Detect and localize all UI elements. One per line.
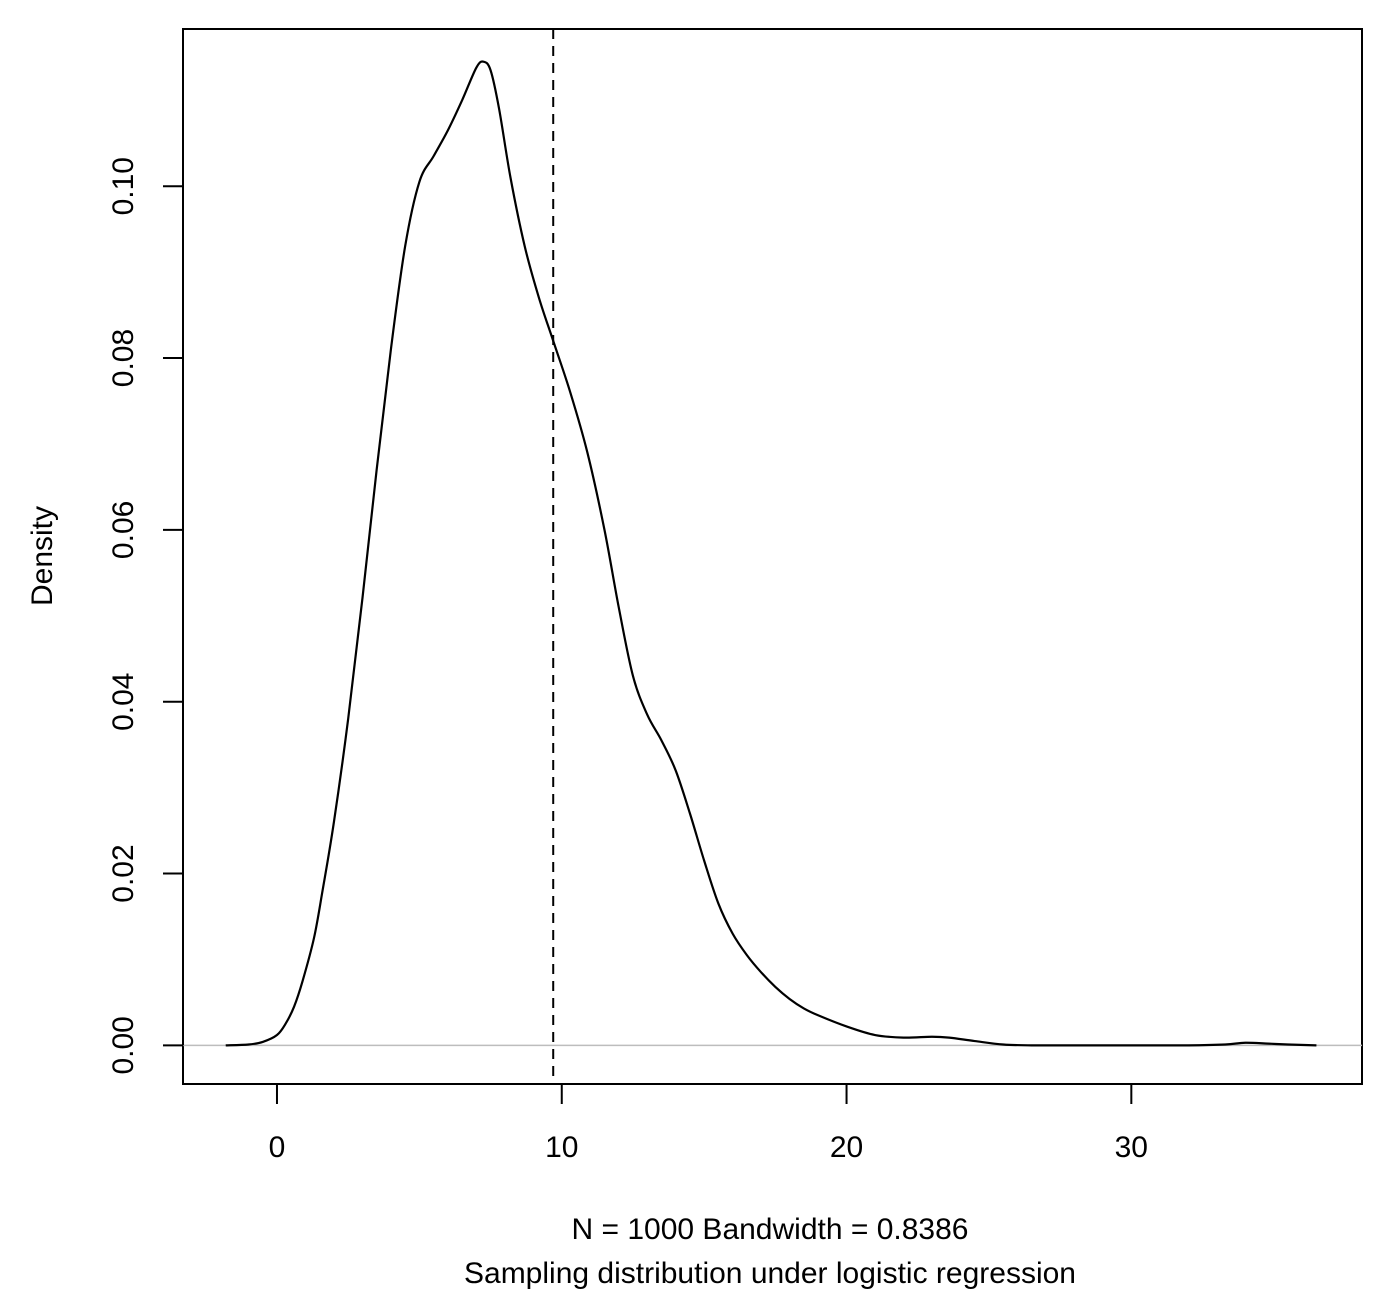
x-axis-title: N = 1000 Bandwidth = 0.8386 (572, 1213, 969, 1246)
y-tick-label: 0.04 (107, 672, 140, 730)
y-tick-label: 0.08 (107, 329, 140, 387)
y-axis-title: Density (26, 506, 59, 606)
plot-frame (182, 28, 1363, 1085)
x-tick-label: 0 (269, 1131, 286, 1164)
x-tick-label: 20 (830, 1131, 863, 1164)
y-tick-label: 0.06 (107, 501, 140, 559)
chart-subtitle: Sampling distribution under logistic reg… (464, 1257, 1076, 1290)
x-tick-label: 30 (1115, 1131, 1148, 1164)
y-tick-label: 0.00 (107, 1016, 140, 1074)
y-tick-label: 0.10 (107, 157, 140, 215)
y-tick-label: 0.02 (107, 844, 140, 902)
x-tick-label: 10 (545, 1131, 578, 1164)
density-curve (225, 60, 1317, 1047)
